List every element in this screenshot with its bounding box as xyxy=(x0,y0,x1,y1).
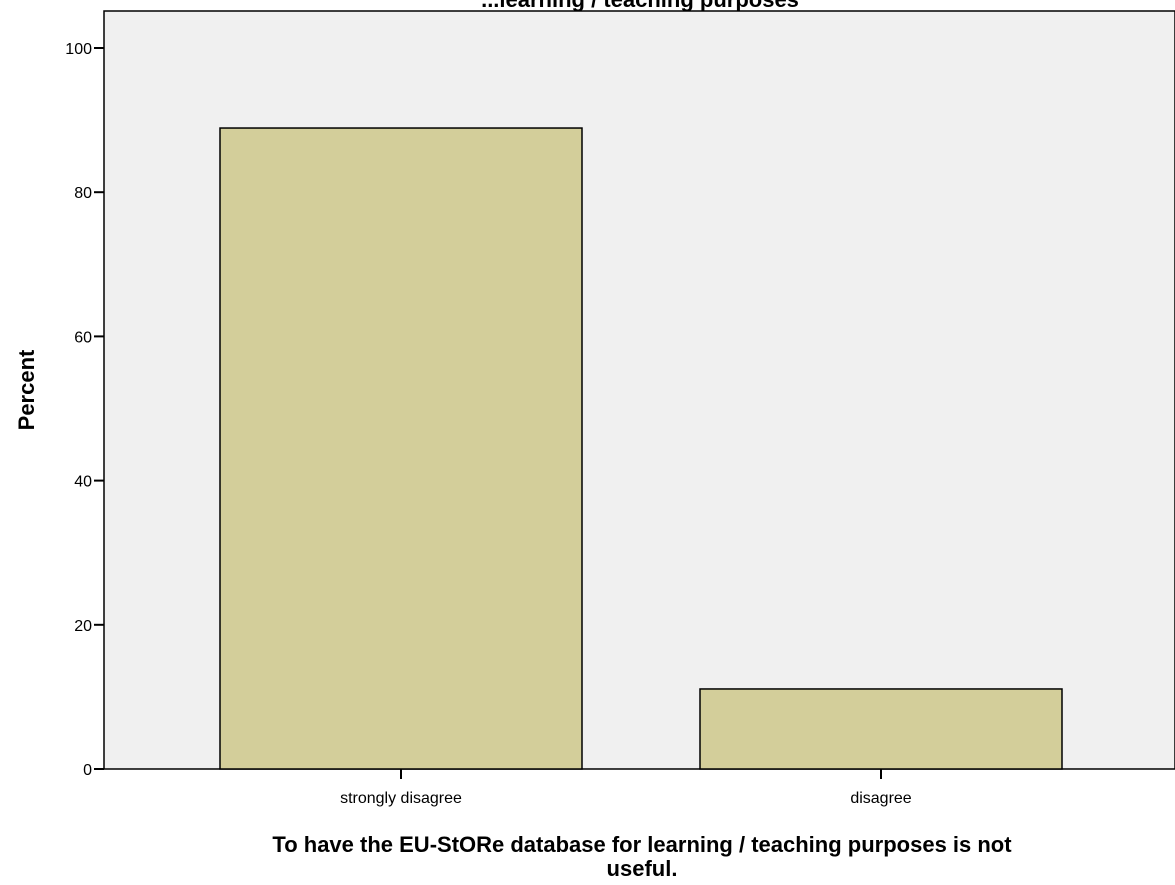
y-tick-label-60: 60 xyxy=(74,329,92,346)
bar-disagree xyxy=(699,688,1063,770)
x-axis-title-line-2: useful. xyxy=(607,856,678,881)
y-axis-title: Percent xyxy=(14,349,39,430)
y-tick-label-0: 0 xyxy=(83,762,92,779)
bar-strongly-disagree xyxy=(219,127,583,770)
y-tick-label-20: 20 xyxy=(74,618,92,635)
chart-title: ...learning / teaching purposes xyxy=(481,0,799,12)
x-tick-label-disagree: disagree xyxy=(850,790,911,807)
x-axis-title-line-1: To have the EU-StORe database for learni… xyxy=(272,832,1012,857)
y-tick-label-40: 40 xyxy=(74,474,92,491)
x-tick-label-strongly-disagree: strongly disagree xyxy=(340,790,462,807)
y-tick-label-80: 80 xyxy=(74,185,92,202)
y-tick-label-100: 100 xyxy=(65,41,92,58)
